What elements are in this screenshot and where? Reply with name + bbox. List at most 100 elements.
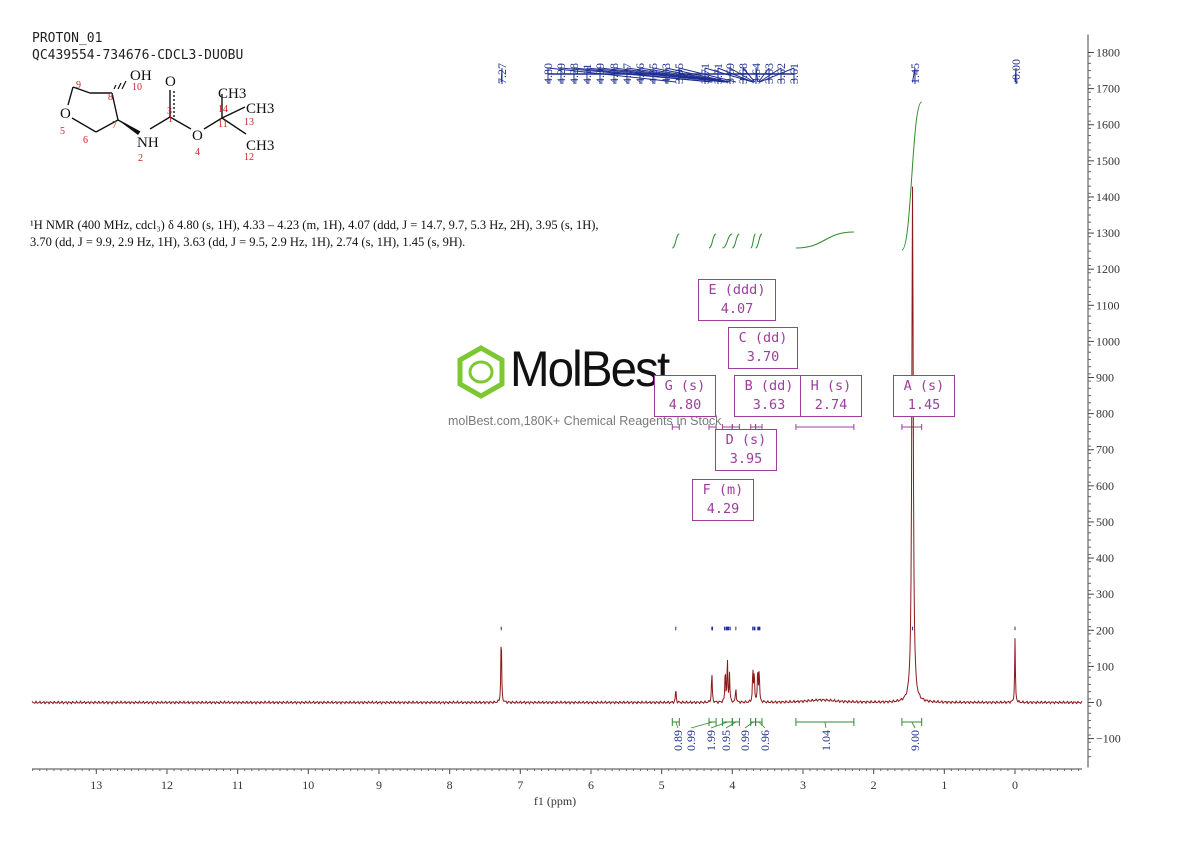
integral-connector	[690, 721, 713, 729]
integral-connector	[710, 721, 728, 729]
peak-label: 3.64	[749, 63, 763, 84]
y-tick-label: 200	[1096, 623, 1114, 637]
multiplet-box: B (dd) 3.63	[734, 375, 804, 417]
peak-label: 3.95	[672, 63, 686, 84]
integral-connector	[744, 721, 754, 729]
atom-number: 10	[132, 82, 142, 93]
peak-label-connector	[742, 67, 756, 84]
peak-label-connector	[665, 67, 731, 84]
y-tick-label: 0	[1096, 696, 1102, 710]
y-tick-label: 1400	[1096, 190, 1120, 204]
peak-label: 4.06	[633, 63, 647, 84]
integral-curve	[672, 233, 680, 249]
peak-label-connector	[729, 67, 755, 84]
x-tick-label: 8	[447, 778, 453, 792]
integral-connector	[675, 721, 679, 729]
watermark-logo-text: MolBest	[510, 341, 670, 397]
peak-label-connector	[759, 67, 795, 84]
integral-connector	[824, 721, 827, 729]
multiplet-shift: 1.45	[907, 397, 941, 413]
atom-nh: NH	[137, 135, 159, 151]
integral-value: 0.99	[738, 730, 752, 751]
x-tick-label: 10	[302, 778, 314, 792]
integral-value: 0.96	[758, 730, 772, 751]
integral-curve	[708, 233, 717, 249]
peak-label: 4.08	[607, 63, 621, 84]
multiplet-box: H (s) 2.74	[800, 375, 862, 417]
multiplet-label: A (s)	[903, 378, 945, 394]
y-tick-label: 600	[1096, 479, 1114, 493]
x-tick-label: 13	[90, 778, 102, 792]
integral-bracket	[708, 718, 717, 726]
integral-curve	[795, 231, 854, 249]
multiplet-shift: 4.29	[706, 501, 740, 517]
atom-number: 1	[168, 114, 173, 125]
multiplet-box: C (dd) 3.70	[728, 327, 798, 369]
integral-curve	[750, 233, 757, 249]
atom-number: 3	[167, 106, 172, 117]
atom-ch3-bottom: CH3	[246, 138, 274, 154]
y-tick-label: 900	[1096, 371, 1114, 385]
multiplet-box: F (m) 4.29	[692, 479, 754, 521]
atom-number: 4	[195, 147, 200, 158]
peak-label-connector	[717, 67, 753, 84]
sample-id: QC439554-734676-CDCL3-DUOBU	[32, 48, 244, 63]
atom-ch3-top: CH3	[218, 86, 246, 102]
peak-label: 7.27	[495, 63, 509, 84]
multiplet-shift: 4.80	[668, 397, 702, 413]
peak-label-connector	[500, 67, 503, 84]
peak-label: 3.61	[787, 63, 801, 84]
peak-label: 3.68	[736, 63, 750, 84]
y-tick-label: 1700	[1096, 82, 1120, 96]
y-tick-label: 1500	[1096, 154, 1120, 168]
y-tick-label: 400	[1096, 551, 1114, 565]
multiplet-shift: 3.63	[752, 397, 786, 413]
peak-label: 3.69	[723, 63, 737, 84]
peak-label: 3.62	[774, 63, 788, 84]
peak-label: -0.00	[1009, 59, 1023, 84]
y-tick-label: 1600	[1096, 118, 1120, 132]
y-tick-label: 1200	[1096, 262, 1120, 276]
peak-label: 3.71	[711, 63, 725, 84]
multiplet-label: E (ddd)	[708, 282, 766, 298]
peak-label: 4.29	[554, 63, 568, 84]
integral-value: 0.95	[719, 730, 733, 751]
atom-number: 7	[112, 120, 117, 131]
atom-number: 14	[218, 104, 228, 115]
atom-number: 8	[108, 92, 113, 103]
multiplet-shift: 3.70	[746, 349, 780, 365]
x-tick-label: 6	[588, 778, 594, 792]
multiplet-range	[795, 424, 855, 430]
y-tick-label: 500	[1096, 515, 1114, 529]
multiplet-label: H (s)	[810, 378, 852, 394]
integral-curve	[732, 233, 740, 249]
peak-label: 4.03	[659, 63, 673, 84]
peak-label: 4.11	[580, 63, 594, 84]
x-tick-label: 3	[800, 778, 806, 792]
peak-label: 1.45	[908, 63, 922, 84]
atom-ch3-right: CH3	[246, 101, 274, 117]
watermark-tagline: molBest.com,180K+ Chemical Reagents In S…	[448, 414, 722, 428]
integral-value: 0.99	[684, 730, 698, 751]
peak-label-connector	[678, 67, 737, 84]
integral-connector	[758, 721, 766, 729]
atom-o-ring: O	[60, 106, 71, 122]
integral-value: 1.99	[704, 730, 718, 751]
atom-number: 13	[244, 117, 254, 128]
integral-connector	[725, 721, 737, 729]
atom-number: 2	[138, 153, 143, 164]
peak-label-connector	[547, 67, 676, 84]
atom-o-carbonyl: O	[165, 74, 176, 90]
atom-o-ester: O	[192, 128, 203, 144]
y-tick-label: 1100	[1096, 298, 1120, 312]
x-tick-label: 7	[517, 778, 523, 792]
multiplet-shift: 4.07	[720, 301, 754, 317]
atom-number: 5	[60, 126, 65, 137]
multiplet-label: G (s)	[664, 378, 706, 394]
x-tick-label: 0	[1012, 778, 1018, 792]
peak-label-connector	[704, 67, 753, 84]
x-tick-label: 11	[232, 778, 244, 792]
integral-curve	[901, 101, 923, 251]
y-tick-label: −100	[1096, 732, 1121, 746]
